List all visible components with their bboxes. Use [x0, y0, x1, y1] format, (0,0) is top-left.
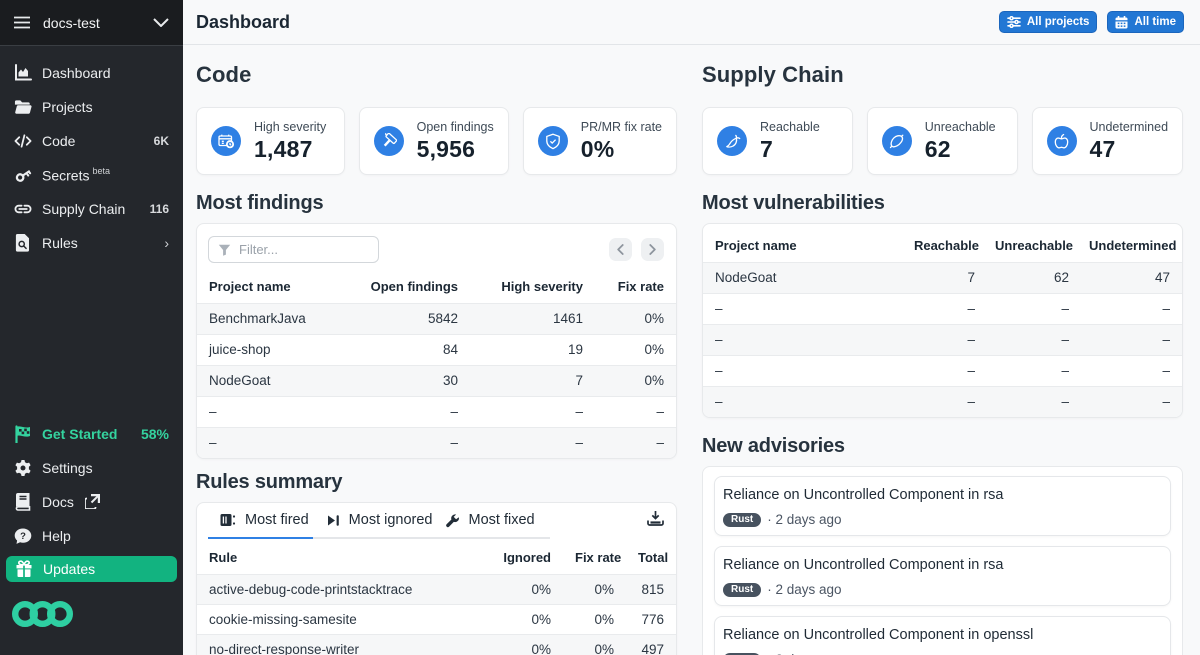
- svg-text:?: ?: [20, 531, 26, 542]
